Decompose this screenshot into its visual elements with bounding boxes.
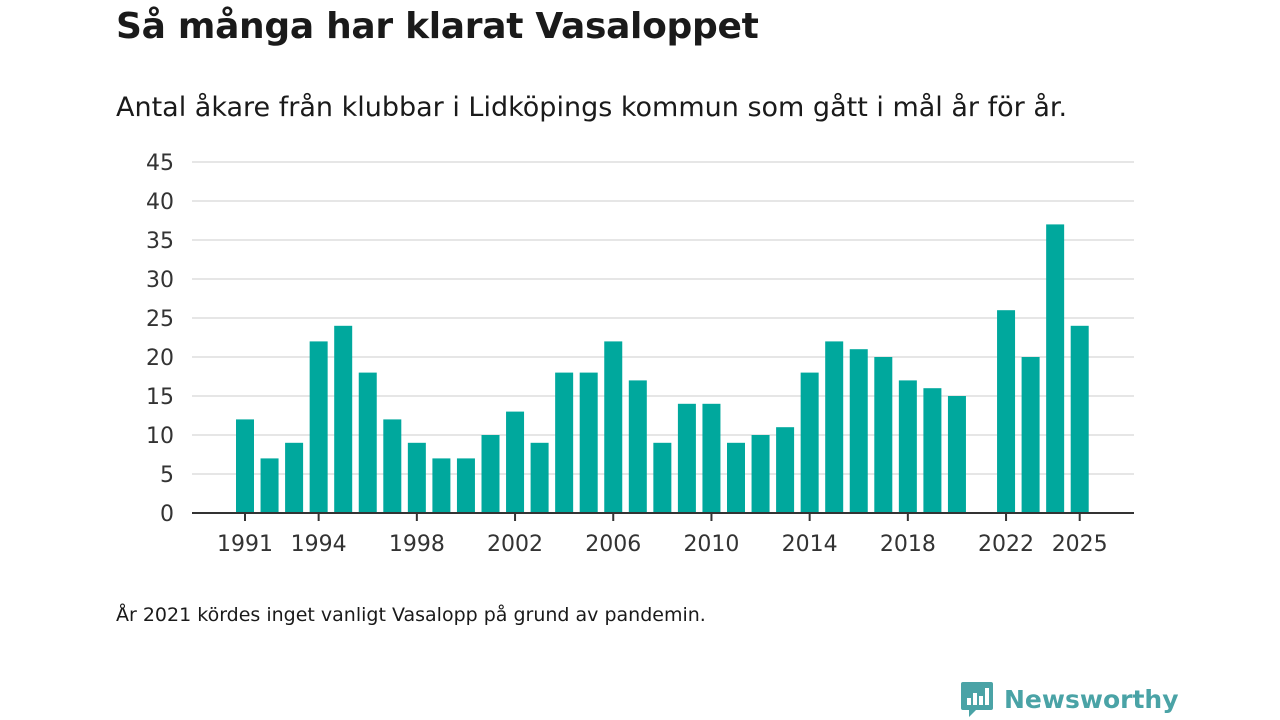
bar-2019 — [923, 388, 942, 513]
bar-2014 — [800, 372, 819, 513]
bar-1993 — [285, 442, 304, 513]
bar-1992 — [260, 458, 279, 513]
bar-2000 — [456, 458, 475, 513]
footnote: År 2021 kördes inget vanligt Vasalopp på… — [116, 604, 706, 626]
bar-2007 — [628, 380, 647, 513]
y-tick-label: 10 — [146, 424, 174, 449]
bar-2011 — [727, 442, 745, 513]
bar-2002 — [506, 411, 525, 513]
bar-2010 — [702, 403, 721, 513]
y-axis-labels: 0 5 10 15 20 25 30 35 40 45 — [146, 151, 174, 527]
x-tick-label: 2025 — [1052, 532, 1108, 557]
y-tick-label: 20 — [146, 346, 174, 371]
x-axis-ticks: 1991 1994 1998 2002 2006 2010 2014 2018 2022 2025 — [217, 513, 1108, 557]
bar-2008 — [653, 442, 672, 513]
bars — [236, 224, 1089, 513]
x-tick-label: 2006 — [585, 532, 641, 557]
x-tick-label: 1994 — [291, 532, 347, 557]
newsworthy-logo-icon — [961, 682, 993, 717]
brand-logo: Newsworthy — [960, 680, 1179, 718]
bar-2006 — [604, 341, 623, 513]
x-tick-label: 2018 — [880, 532, 936, 557]
y-tick-label: 5 — [160, 463, 174, 488]
x-tick-label: 2002 — [487, 532, 543, 557]
bar-1996 — [358, 372, 377, 513]
bar-2004 — [555, 372, 574, 513]
x-tick-label: 2014 — [782, 532, 838, 557]
bar-2022 — [997, 310, 1016, 513]
brand-name: Newsworthy — [1004, 684, 1179, 714]
bar-2001 — [481, 435, 500, 513]
bar-1997 — [383, 419, 402, 513]
bar-2023 — [1021, 357, 1040, 513]
bar-2018 — [898, 380, 917, 513]
bar-2012 — [751, 435, 770, 513]
bar-1995 — [334, 325, 353, 513]
bar-2024 — [1046, 224, 1065, 513]
bar-1991 — [236, 419, 254, 513]
x-tick-label: 2010 — [683, 532, 739, 557]
x-tick-label: 1998 — [389, 532, 445, 557]
bar-2015 — [825, 341, 844, 513]
bar-2003 — [530, 442, 549, 513]
bar-2013 — [776, 427, 795, 513]
x-tick-label: 2022 — [978, 532, 1034, 557]
y-tick-label: 45 — [146, 151, 174, 176]
bar-1999 — [432, 458, 451, 513]
y-tick-label: 15 — [146, 385, 174, 410]
bar-1998 — [407, 442, 426, 513]
y-tick-label: 40 — [146, 190, 174, 215]
y-tick-label: 25 — [146, 307, 174, 332]
bar-2016 — [849, 349, 868, 513]
chart-title: Så många har klarat Vasaloppet — [116, 6, 759, 47]
y-tick-label: 0 — [160, 502, 174, 527]
bar-2017 — [874, 357, 893, 513]
chart-subtitle: Antal åkare från klubbar i Lidköpings ko… — [116, 92, 1068, 123]
bar-2025 — [1070, 325, 1089, 513]
grid-lines — [192, 161, 1134, 475]
bar-2020 — [947, 396, 966, 513]
bar-2005 — [579, 372, 598, 513]
y-tick-label: 35 — [146, 229, 174, 254]
y-tick-label: 30 — [146, 268, 174, 293]
bar-2009 — [677, 403, 696, 513]
bar-1994 — [309, 341, 328, 513]
x-tick-label: 1991 — [217, 532, 273, 557]
